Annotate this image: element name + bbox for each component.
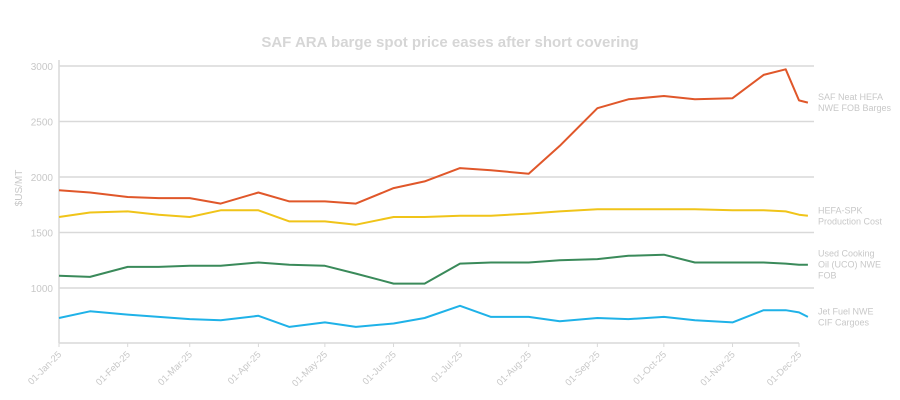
x-tick-label: 01-Feb-25 [94, 349, 133, 388]
series-line [58, 68, 809, 205]
y-tick-label: 2000 [31, 173, 54, 184]
legend-label: Jet Fuel NWE [818, 306, 874, 316]
y-tick-label: 3000 [31, 62, 54, 73]
legend-label: CIF Cargoes [818, 317, 870, 327]
y-axis-label: $US/MT [14, 170, 25, 207]
legend-label: Used Cooking [818, 249, 875, 259]
y-tick-label: 1500 [31, 229, 54, 240]
x-tick-label: 01-Jan-25 [26, 349, 64, 387]
legend-label: NWE FOB Barges [818, 103, 892, 113]
x-tick-label: 01-Jun-25 [361, 349, 399, 387]
x-tick-label: 01-Apr-25 [226, 349, 264, 387]
x-tick-label: 01-Mar-25 [156, 349, 195, 388]
x-tick-label: 01-Oct-25 [631, 349, 669, 387]
y-tick-label: 2500 [31, 118, 54, 129]
y-tick-label: 1000 [31, 284, 54, 295]
x-tick-label: 01-Sep-25 [563, 349, 602, 388]
x-tick-label: 01-Aug-25 [495, 349, 534, 388]
series-line [58, 208, 809, 226]
legend-label: SAF Neat HEFA [818, 92, 883, 102]
legend-label: Production Cost [818, 216, 883, 226]
series-line [58, 304, 809, 328]
x-tick-label: 01-May-25 [290, 349, 330, 389]
x-tick-label: 01-Nov-25 [699, 349, 738, 388]
x-tick-label: 01-Jul-25 [429, 349, 465, 385]
x-tick-label: 01-Dec-25 [765, 349, 804, 388]
legend-label: Oil (UCO) NWE [818, 260, 881, 270]
series-line [58, 253, 808, 285]
legend-label: HEFA-SPK [818, 205, 863, 215]
legend-label: FOB [818, 271, 837, 281]
chart-title: SAF ARA barge spot price eases after sho… [261, 34, 639, 51]
